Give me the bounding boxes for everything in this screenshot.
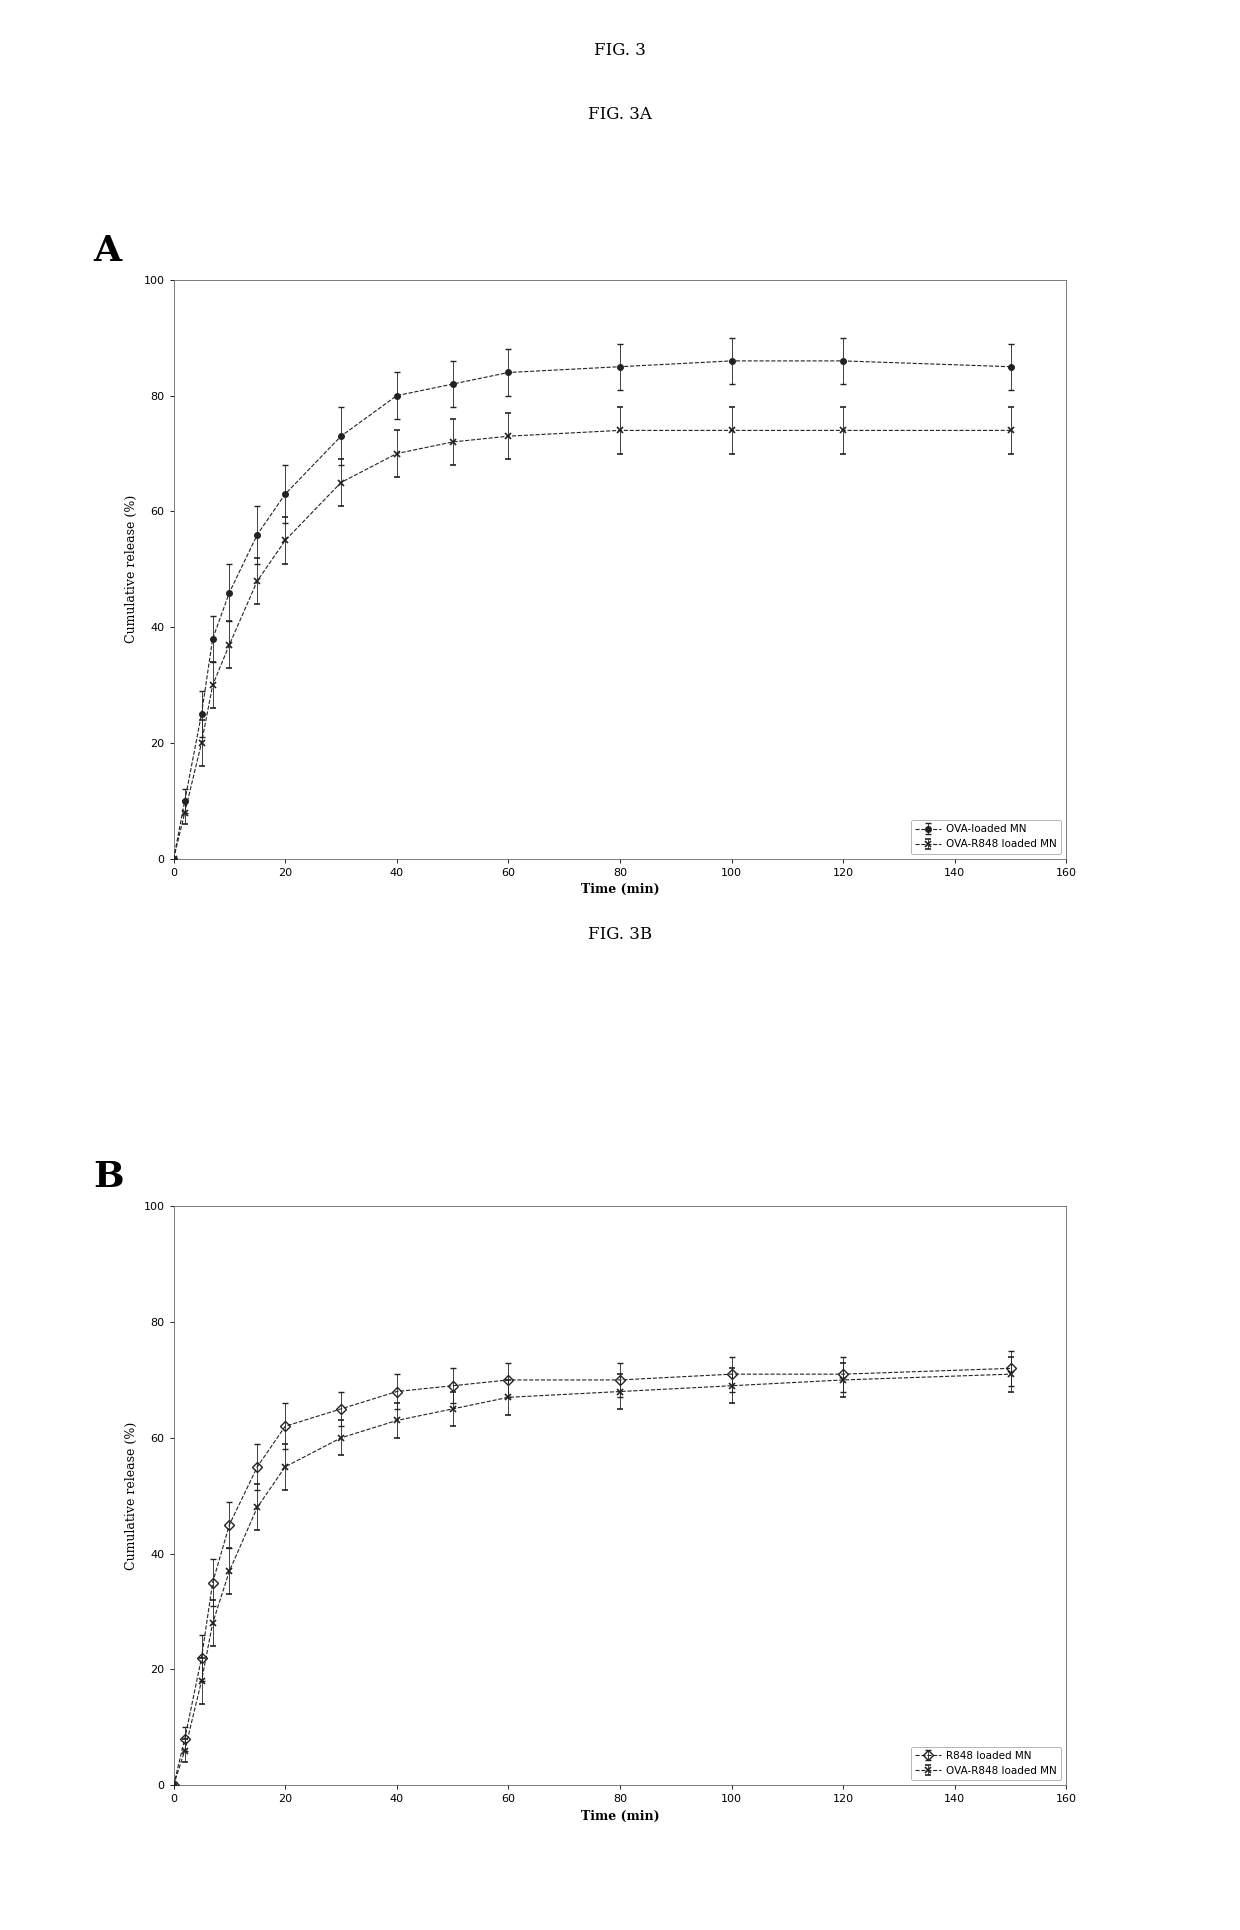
Text: FIG. 3: FIG. 3 [594, 42, 646, 60]
Legend: OVA-loaded MN, OVA-R848 loaded MN: OVA-loaded MN, OVA-R848 loaded MN [911, 820, 1061, 853]
X-axis label: Time (min): Time (min) [580, 884, 660, 896]
Text: B: B [93, 1160, 124, 1195]
Text: A: A [93, 234, 122, 268]
Y-axis label: Cumulative release (%): Cumulative release (%) [125, 1422, 138, 1569]
Text: FIG. 3A: FIG. 3A [588, 106, 652, 124]
Legend: R848 loaded MN, OVA-R848 loaded MN: R848 loaded MN, OVA-R848 loaded MN [911, 1747, 1061, 1779]
X-axis label: Time (min): Time (min) [580, 1810, 660, 1822]
Y-axis label: Cumulative release (%): Cumulative release (%) [125, 496, 138, 643]
Text: FIG. 3B: FIG. 3B [588, 926, 652, 944]
